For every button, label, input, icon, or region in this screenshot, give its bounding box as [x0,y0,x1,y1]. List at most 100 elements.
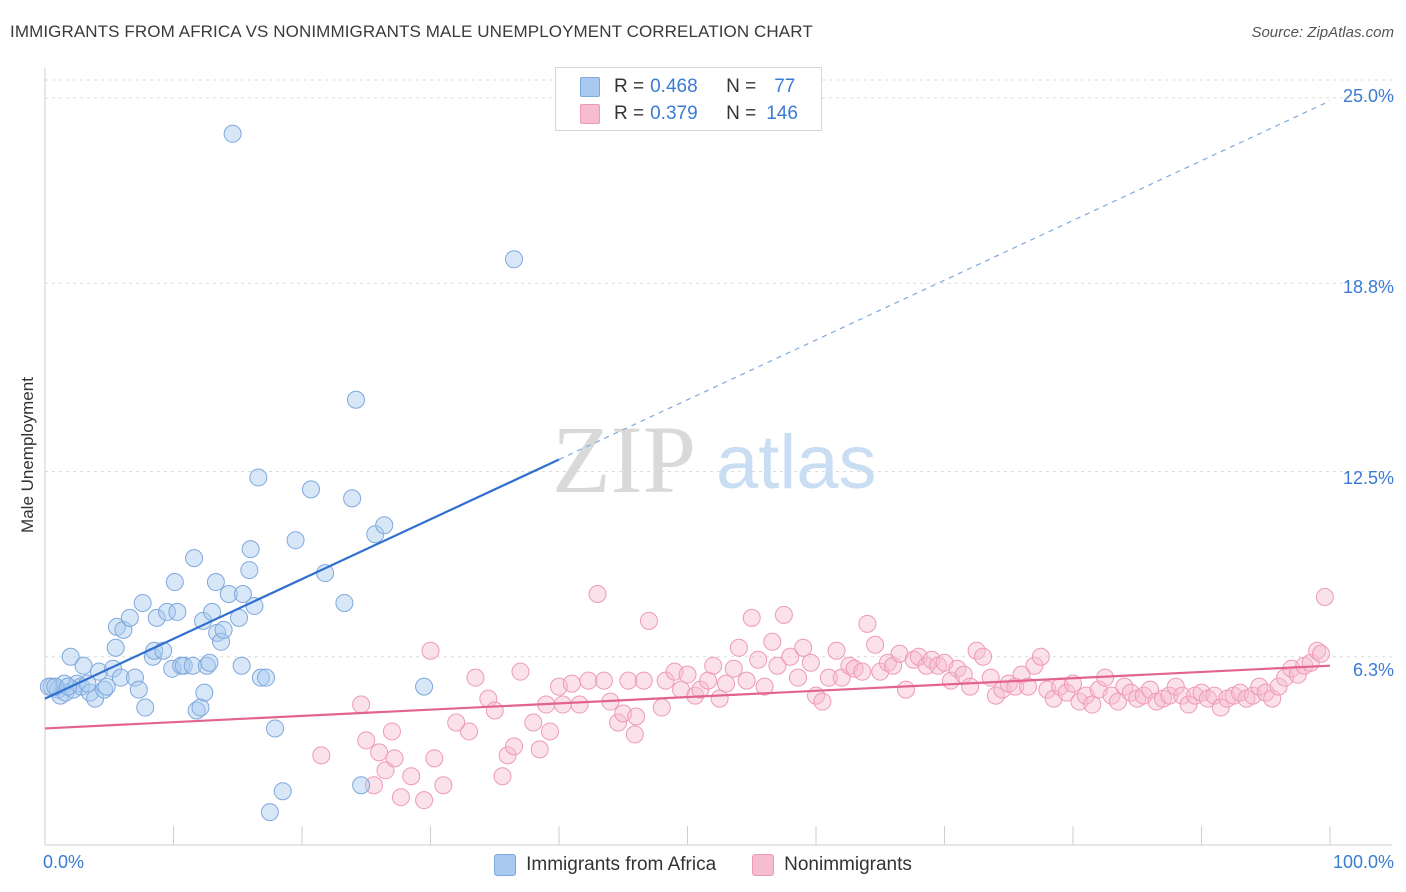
n-value: 146 [766,103,798,124]
chart-title: IMMIGRANTS FROM AFRICA VS NONIMMIGRANTS … [10,22,813,41]
data-point [853,662,872,681]
data-point [768,656,787,675]
data-point [609,713,628,732]
data-point [794,638,813,657]
watermark-atlas: atlas [716,420,877,505]
data-point [634,671,653,690]
data-point [813,692,832,711]
x-tick-label-end: 100.0% [1332,852,1394,872]
data-point [524,713,543,732]
data-point [755,677,774,696]
data-point [774,605,793,624]
data-point [251,668,270,687]
data-point [541,722,560,741]
data-point [763,632,782,651]
data-point [858,614,877,633]
data-point [505,737,524,756]
data-point [511,662,530,681]
y-axis-label: Male Unemployment [18,377,37,533]
nonimmigrants-points [312,584,1334,810]
stats-legend-row-nonimmigrants: R = 0.379 N = 146 [580,102,798,126]
data-point [74,656,93,675]
r-value: 0.468 [650,76,698,97]
data-point [710,689,729,708]
data-point [1019,677,1038,696]
data-point [717,674,736,693]
data-point [827,641,846,660]
data-point [206,573,225,592]
data-point [232,656,251,675]
n-label: N = [726,103,757,124]
data-point [466,668,485,687]
data-point [415,677,434,696]
data-point [133,593,152,612]
data-point [197,656,216,675]
data-point [352,695,371,714]
data-point [1263,689,1282,708]
data-point [819,668,838,687]
data-point [301,480,320,499]
data-point [312,746,331,765]
data-point [165,573,184,592]
data-point [195,683,214,702]
data-point [652,698,671,717]
data-point [579,671,598,690]
data-point [570,695,589,714]
trend-lines [44,100,1331,730]
data-point [249,468,268,487]
data-point [493,767,512,786]
source-credit: Source: ZipAtlas.com [1251,24,1394,41]
data-point [789,668,808,687]
data-point [704,656,723,675]
data-point [627,707,646,726]
legend-label: Nonimmigrants [784,854,912,875]
data-point [588,584,607,603]
data-point [97,677,116,696]
data-point [639,611,658,630]
data-point [382,722,401,741]
data-point [129,680,148,699]
r-label: R = [614,103,645,124]
pink-swatch [580,104,600,124]
data-point [1211,698,1230,717]
data-point [460,722,479,741]
immigrants-trend-line [44,458,560,700]
data-point [801,653,820,672]
watermark-zip: ZIP [552,406,696,513]
data-point [106,638,125,657]
data-point [1173,686,1192,705]
data-point [1288,665,1307,684]
data-point [125,668,144,687]
data-point [385,749,404,768]
data-point [724,659,743,678]
data-point [136,698,155,717]
n-value: 77 [774,76,796,97]
data-point [498,746,517,765]
y-tick-label: 25.0% [1342,86,1394,106]
data-point [1312,644,1331,663]
data-point [286,531,305,550]
data-point [391,788,410,807]
series-legend: Immigrants from Africa Nonimmigrants [0,852,1406,878]
data-point [737,671,756,690]
data-point [219,584,238,603]
data-point [214,620,233,639]
data-point [223,124,242,143]
data-point [257,668,276,687]
legend-item-immigrants: Immigrants from Africa [494,854,716,876]
data-point [729,638,748,657]
r-value: 0.379 [650,103,698,124]
data-point [1166,677,1185,696]
pink-swatch [752,854,775,876]
data-point [1108,692,1127,711]
stats-legend-row-immigrants: R = 0.468 N = 77 [580,75,795,99]
data-point [376,761,395,780]
data-point [200,653,219,672]
data-point [352,776,371,795]
y-tick-label: 6.3% [1352,660,1394,680]
data-point [364,776,383,795]
legend-label: Immigrants from Africa [526,854,717,875]
data-point [1012,665,1031,684]
data-point [619,671,638,690]
